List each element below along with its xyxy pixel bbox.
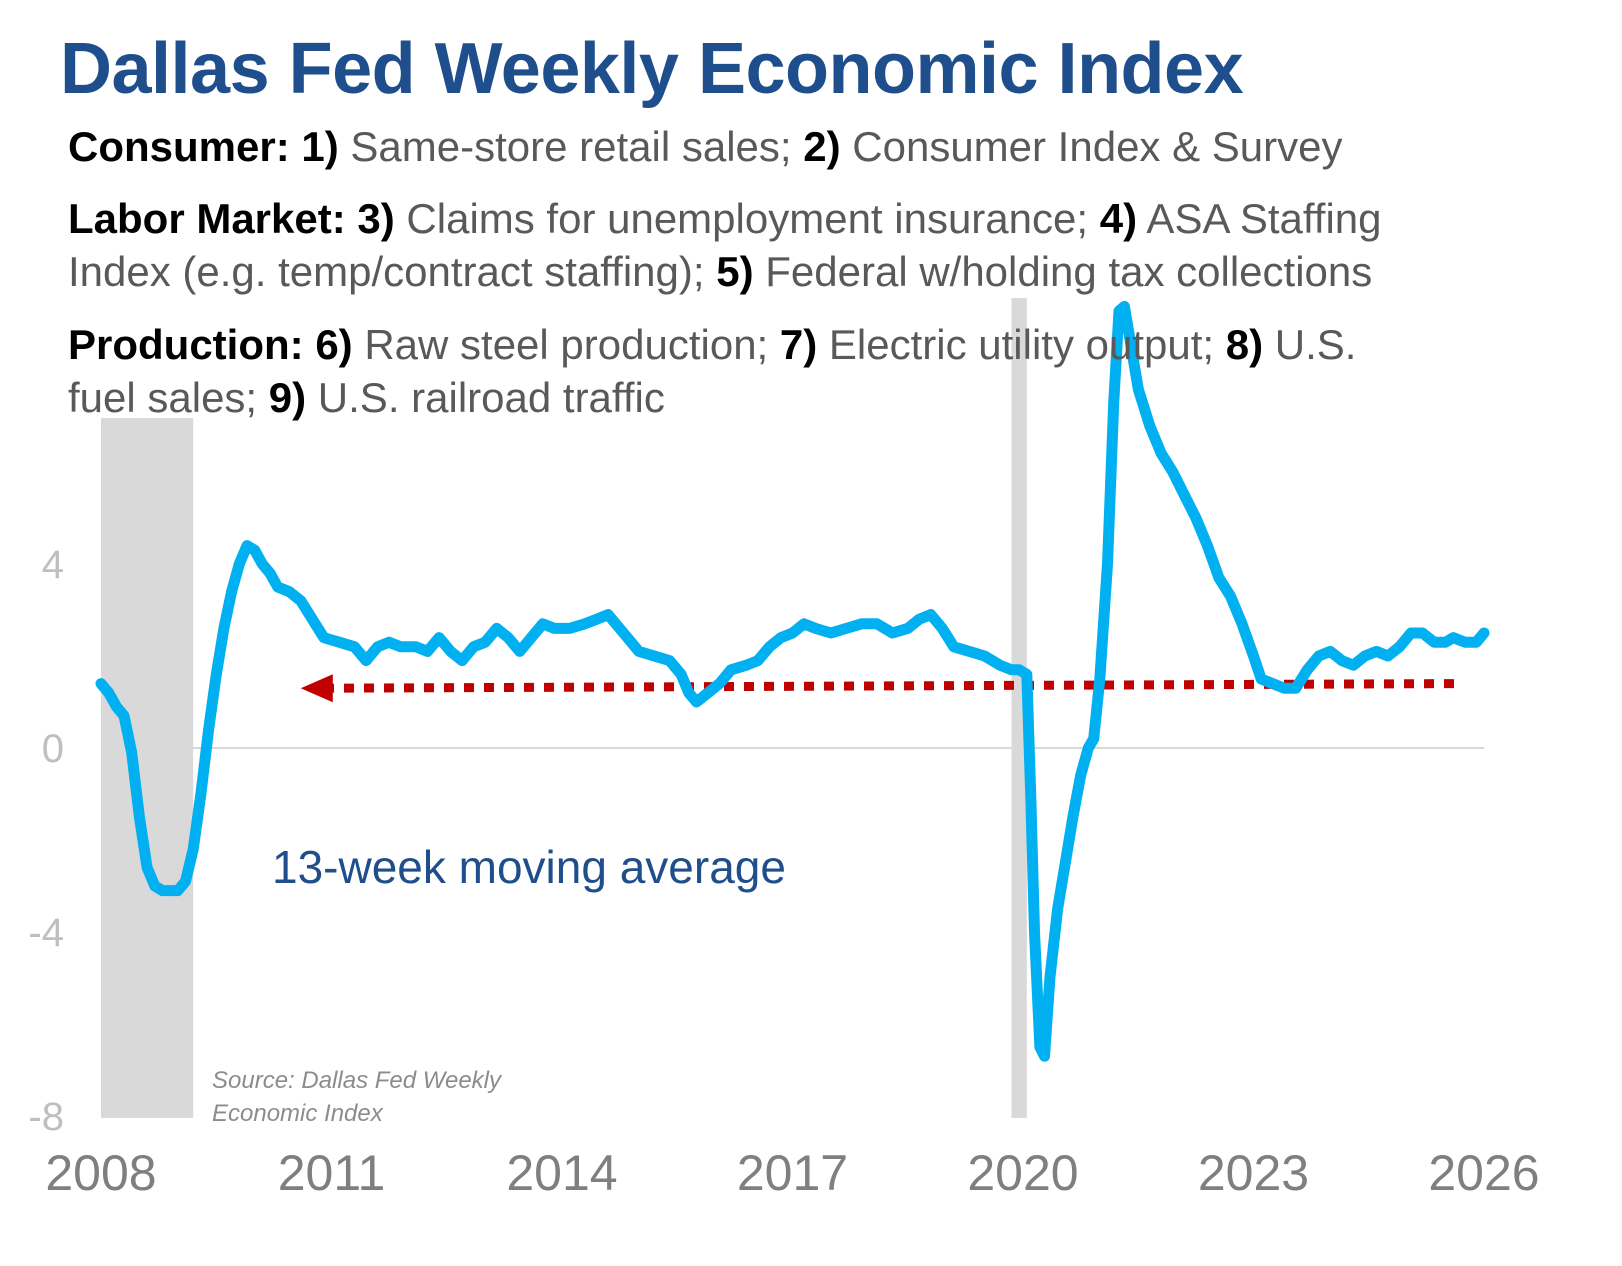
source-note: Source: Dallas Fed Weekly Economic Index xyxy=(212,1064,501,1130)
recession-band-2 xyxy=(1011,298,1027,1118)
x-axis-ticks: 2008 2011 2014 2017 2020 2023 2026 xyxy=(45,1145,1539,1201)
labor-heading: Labor Market: xyxy=(68,195,346,242)
x-tick-label: 2014 xyxy=(506,1145,617,1201)
series-line-13-week-moving-average xyxy=(95,300,1490,1062)
item-text-9: U.S. railroad traffic xyxy=(306,374,665,421)
y-axis-ticks: 4 0 -4 -8 xyxy=(28,543,64,1139)
item-number-9: 9) xyxy=(268,374,307,421)
item-number-2: 2) xyxy=(803,123,841,170)
item-text-5: Federal w/holding tax collections xyxy=(753,248,1373,295)
item-text-8-continued: fuel sales; xyxy=(68,374,269,421)
description-production: Production: 6) Raw steel production; 7) … xyxy=(68,318,1568,424)
item-text-2: Consumer Index & Survey xyxy=(840,123,1343,170)
item-number-7: 7) xyxy=(779,321,818,368)
x-tick-label: 2008 xyxy=(45,1145,156,1201)
item-text-7: Electric utility output; xyxy=(817,321,1226,368)
item-number-6: 6) xyxy=(315,321,353,368)
chart-title: Dallas Fed Weekly Economic Index xyxy=(60,29,1244,109)
y-tick-label: -4 xyxy=(28,911,64,955)
item-number-3: 3) xyxy=(357,195,395,242)
reference-arrow-head xyxy=(300,674,333,703)
item-text-3: Claims for unemployment insurance; xyxy=(394,195,1100,242)
x-tick-label: 2023 xyxy=(1198,1145,1309,1201)
item-number-1: 1) xyxy=(301,123,339,170)
source-line-2: Economic Index xyxy=(212,1100,383,1127)
item-number-5: 5) xyxy=(716,248,754,295)
x-tick-label: 2026 xyxy=(1428,1145,1539,1201)
item-number-8: 8) xyxy=(1225,321,1264,368)
production-heading: Production: xyxy=(68,321,304,368)
recession-band-1 xyxy=(101,418,194,1118)
item-number-4: 4) xyxy=(1099,195,1138,242)
x-tick-label: 2011 xyxy=(278,1145,386,1201)
y-tick-label: 4 xyxy=(42,543,64,587)
item-text-4-continued: Index (e.g. temp/contract staffing); xyxy=(68,248,717,295)
item-text-6: Raw steel production; xyxy=(352,321,780,368)
item-text-4: ASA Staffing xyxy=(1137,195,1382,242)
series-annotation-label: 13-week moving average xyxy=(272,841,786,893)
recession-bands xyxy=(101,298,1027,1118)
description-consumer: Consumer: 1) Same-store retail sales; 2)… xyxy=(68,120,1568,173)
y-tick-label: -8 xyxy=(28,1095,64,1139)
source-line-1: Source: Dallas Fed Weekly xyxy=(212,1067,502,1094)
consumer-heading: Consumer: xyxy=(68,123,290,170)
y-tick-label: 0 xyxy=(42,727,64,771)
x-tick-label: 2020 xyxy=(967,1145,1078,1201)
item-text-1: Same-store retail sales; xyxy=(338,123,804,170)
item-text-8: U.S. xyxy=(1263,321,1357,368)
x-tick-label: 2017 xyxy=(737,1145,848,1201)
description-labor-market: Labor Market: 3) Claims for unemployment… xyxy=(68,192,1568,298)
